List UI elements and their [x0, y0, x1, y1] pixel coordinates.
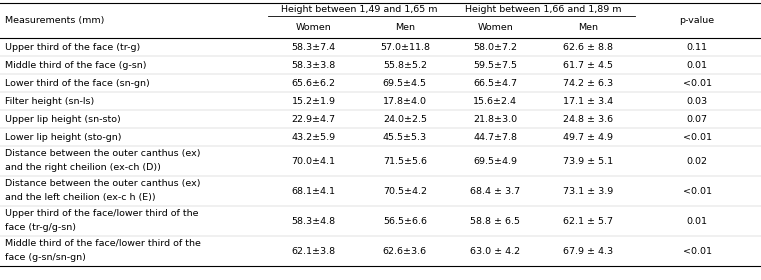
Text: <0.01: <0.01: [683, 78, 712, 87]
Text: 63.0 ± 4.2: 63.0 ± 4.2: [470, 246, 521, 255]
Text: 59.5±7.5: 59.5±7.5: [473, 60, 517, 69]
Text: 49.7 ± 4.9: 49.7 ± 4.9: [563, 132, 613, 141]
Text: 57.0±11.8: 57.0±11.8: [380, 43, 430, 52]
Text: 61.7 ± 4.5: 61.7 ± 4.5: [563, 60, 613, 69]
Text: Middle third of the face/lower third of the: Middle third of the face/lower third of …: [5, 239, 201, 248]
Text: 62.6 ± 8.8: 62.6 ± 8.8: [563, 43, 613, 52]
Text: 17.8±4.0: 17.8±4.0: [383, 97, 427, 106]
Text: and the left cheilion (ex-c h (E)): and the left cheilion (ex-c h (E)): [5, 193, 156, 202]
Text: Middle third of the face (g-sn): Middle third of the face (g-sn): [5, 60, 147, 69]
Text: Lower third of the face (sn-gn): Lower third of the face (sn-gn): [5, 78, 150, 87]
Text: 62.1 ± 5.7: 62.1 ± 5.7: [563, 216, 613, 225]
Text: Lower lip height (sto-gn): Lower lip height (sto-gn): [5, 132, 122, 141]
Text: Distance between the outer canthus (ex): Distance between the outer canthus (ex): [5, 179, 201, 188]
Text: and the right cheilion (ex-ch (D)): and the right cheilion (ex-ch (D)): [5, 163, 161, 172]
Text: 70.5±4.2: 70.5±4.2: [383, 186, 427, 195]
Text: 21.8±3.0: 21.8±3.0: [473, 115, 517, 123]
Text: Women: Women: [478, 22, 513, 32]
Text: 56.5±6.6: 56.5±6.6: [383, 216, 427, 225]
Text: 0.11: 0.11: [686, 43, 708, 52]
Text: 62.6±3.6: 62.6±3.6: [383, 246, 427, 255]
Text: 0.02: 0.02: [686, 157, 708, 165]
Text: 69.5±4.5: 69.5±4.5: [383, 78, 427, 87]
Text: Men: Men: [395, 22, 415, 32]
Text: 58.8 ± 6.5: 58.8 ± 6.5: [470, 216, 521, 225]
Text: 24.8 ± 3.6: 24.8 ± 3.6: [563, 115, 613, 123]
Text: 15.2±1.9: 15.2±1.9: [291, 97, 336, 106]
Text: <0.01: <0.01: [683, 186, 712, 195]
Text: <0.01: <0.01: [683, 246, 712, 255]
Text: 45.5±5.3: 45.5±5.3: [383, 132, 427, 141]
Text: 71.5±5.6: 71.5±5.6: [383, 157, 427, 165]
Text: 62.1±3.8: 62.1±3.8: [291, 246, 336, 255]
Text: 65.6±6.2: 65.6±6.2: [291, 78, 336, 87]
Text: 44.7±7.8: 44.7±7.8: [473, 132, 517, 141]
Text: Measurements (mm): Measurements (mm): [5, 16, 105, 25]
Text: 66.5±4.7: 66.5±4.7: [473, 78, 517, 87]
Text: Women: Women: [296, 22, 331, 32]
Text: p-value: p-value: [680, 16, 715, 25]
Text: 69.5±4.9: 69.5±4.9: [473, 157, 517, 165]
Text: 73.1 ± 3.9: 73.1 ± 3.9: [562, 186, 613, 195]
Text: 0.03: 0.03: [686, 97, 708, 106]
Text: 0.01: 0.01: [686, 216, 708, 225]
Text: Filter height (sn-ls): Filter height (sn-ls): [5, 97, 94, 106]
Text: face (tr-g/g-sn): face (tr-g/g-sn): [5, 223, 76, 232]
Text: 73.9 ± 5.1: 73.9 ± 5.1: [563, 157, 613, 165]
Text: 17.1 ± 3.4: 17.1 ± 3.4: [563, 97, 613, 106]
Text: 24.0±2.5: 24.0±2.5: [383, 115, 427, 123]
Text: 67.9 ± 4.3: 67.9 ± 4.3: [563, 246, 613, 255]
Text: 0.07: 0.07: [686, 115, 708, 123]
Text: 74.2 ± 6.3: 74.2 ± 6.3: [563, 78, 613, 87]
Text: 58.3±7.4: 58.3±7.4: [291, 43, 336, 52]
Text: 55.8±5.2: 55.8±5.2: [383, 60, 427, 69]
Text: Height between 1,66 and 1,89 m: Height between 1,66 and 1,89 m: [465, 5, 621, 14]
Text: Upper third of the face (tr-g): Upper third of the face (tr-g): [5, 43, 141, 52]
Text: 70.0±4.1: 70.0±4.1: [291, 157, 336, 165]
Text: Height between 1,49 and 1,65 m: Height between 1,49 and 1,65 m: [281, 5, 438, 14]
Text: 58.3±3.8: 58.3±3.8: [291, 60, 336, 69]
Text: 58.3±4.8: 58.3±4.8: [291, 216, 336, 225]
Text: Distance between the outer canthus (ex): Distance between the outer canthus (ex): [5, 149, 201, 158]
Text: 68.1±4.1: 68.1±4.1: [291, 186, 336, 195]
Text: 15.6±2.4: 15.6±2.4: [473, 97, 517, 106]
Text: 43.2±5.9: 43.2±5.9: [291, 132, 336, 141]
Text: 58.0±7.2: 58.0±7.2: [473, 43, 517, 52]
Text: face (g-sn/sn-gn): face (g-sn/sn-gn): [5, 253, 86, 262]
Text: 68.4 ± 3.7: 68.4 ± 3.7: [470, 186, 521, 195]
Text: Upper third of the face/lower third of the: Upper third of the face/lower third of t…: [5, 209, 199, 218]
Text: <0.01: <0.01: [683, 132, 712, 141]
Text: 22.9±4.7: 22.9±4.7: [291, 115, 336, 123]
Text: Men: Men: [578, 22, 598, 32]
Text: 0.01: 0.01: [686, 60, 708, 69]
Text: Upper lip height (sn-sto): Upper lip height (sn-sto): [5, 115, 121, 123]
